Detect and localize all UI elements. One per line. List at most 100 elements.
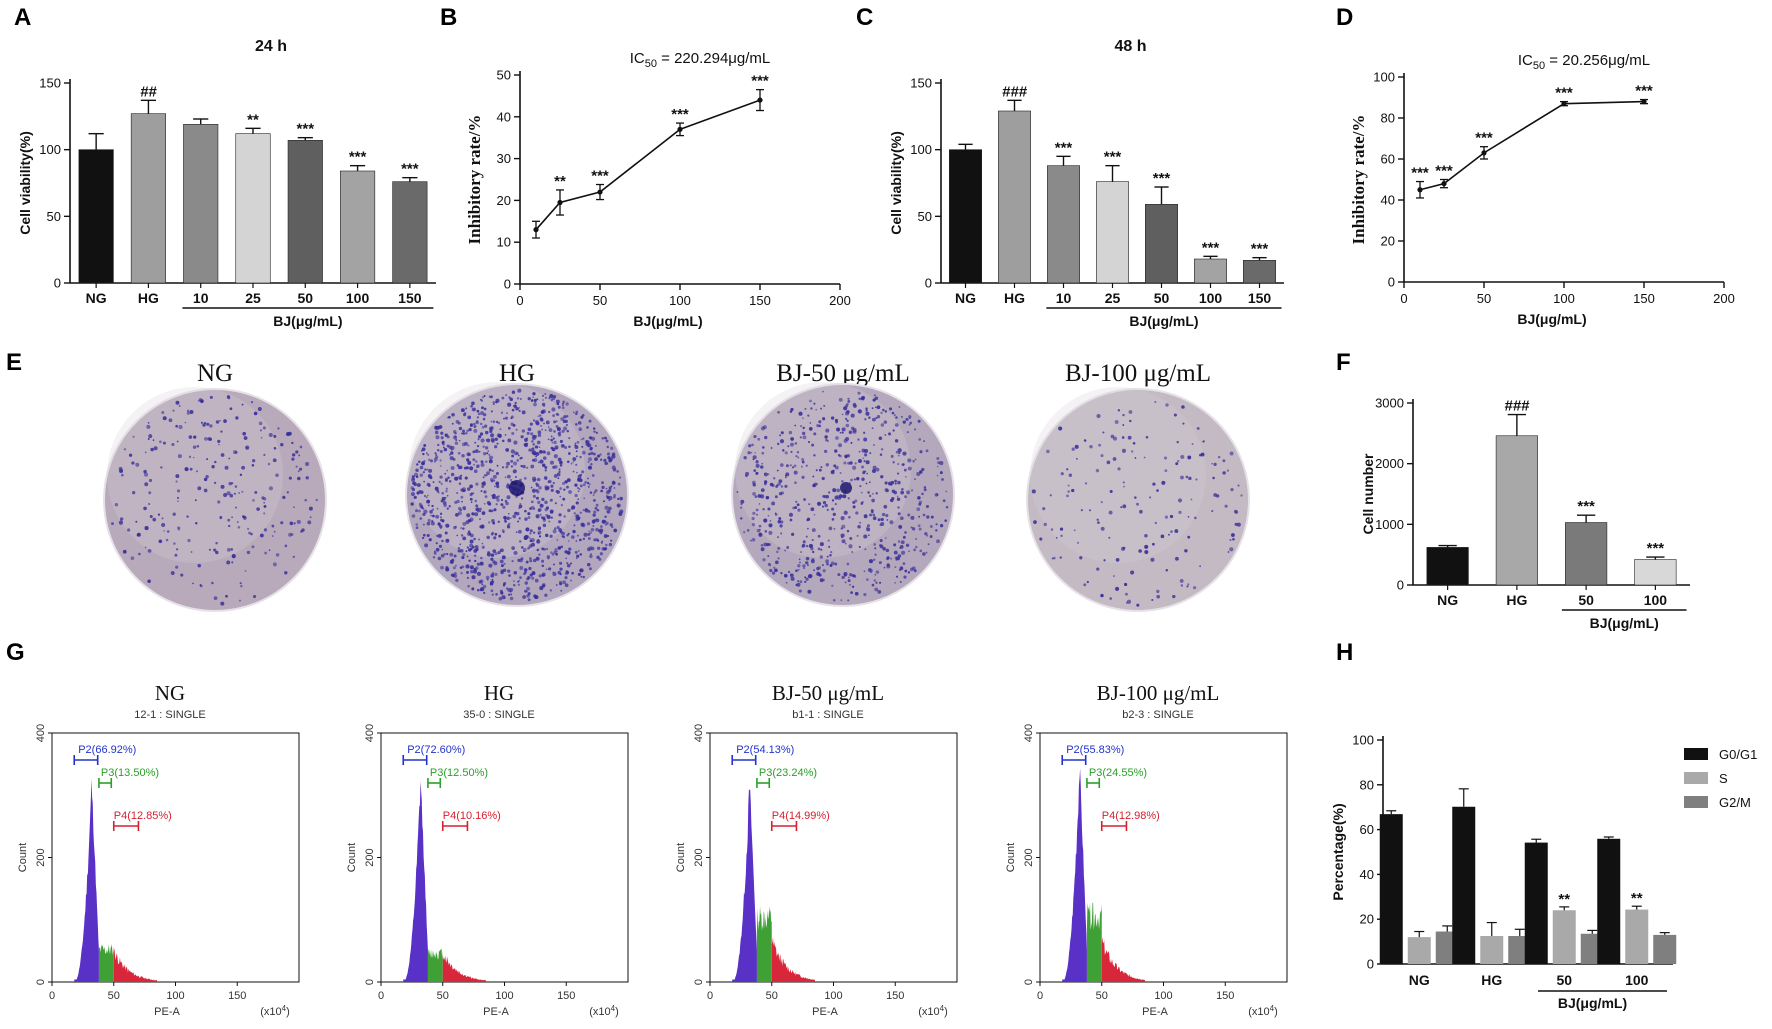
colony <box>545 420 550 425</box>
colony <box>841 575 845 579</box>
colony <box>873 444 875 446</box>
colony <box>802 564 806 568</box>
colony <box>1122 424 1125 427</box>
colony <box>175 424 178 428</box>
colony <box>526 437 528 440</box>
colony <box>460 572 463 575</box>
colony <box>575 423 578 426</box>
colony <box>581 450 586 455</box>
colony <box>1100 593 1104 598</box>
colony <box>211 581 214 585</box>
colony <box>460 527 463 530</box>
colony <box>825 428 830 433</box>
colony <box>474 559 477 563</box>
colony <box>448 504 451 507</box>
colony <box>1211 510 1214 513</box>
colony <box>427 453 430 456</box>
bar-G0/G1-50 <box>1524 842 1548 964</box>
colony <box>519 398 522 400</box>
colony <box>1172 594 1176 599</box>
colony <box>844 542 847 545</box>
colony <box>785 476 787 479</box>
colony <box>126 528 131 532</box>
colony <box>574 550 578 554</box>
colony <box>532 419 536 422</box>
colony <box>497 421 501 425</box>
significance-mark: *** <box>1647 540 1665 557</box>
colony <box>883 420 888 424</box>
colony <box>613 528 618 533</box>
colony <box>1068 473 1073 478</box>
significance-mark: *** <box>1104 149 1122 166</box>
colony <box>854 462 857 465</box>
colony <box>188 455 192 458</box>
colony <box>895 575 899 578</box>
colony <box>492 420 496 424</box>
colony <box>586 522 591 526</box>
colony <box>238 492 241 494</box>
colony <box>282 495 286 500</box>
colony <box>215 550 219 555</box>
colony <box>534 578 539 583</box>
colony <box>441 440 445 444</box>
colony <box>1120 506 1123 509</box>
colony <box>1117 409 1121 412</box>
colony <box>444 531 448 535</box>
y-axis-title: Cell viability(%) <box>17 131 33 234</box>
colony <box>568 547 572 551</box>
colony <box>410 502 414 506</box>
colony <box>539 513 542 516</box>
colony <box>1049 494 1052 497</box>
colony <box>788 512 794 517</box>
colony <box>450 466 455 471</box>
x-tick-label: 150 <box>1633 291 1655 306</box>
colony <box>756 513 758 516</box>
colony <box>462 521 467 526</box>
colony <box>263 453 266 456</box>
colony <box>241 490 244 493</box>
colony <box>760 426 766 431</box>
colony <box>517 580 520 583</box>
colony <box>1100 454 1104 458</box>
colony <box>467 530 471 533</box>
colony <box>158 440 162 444</box>
colony <box>209 395 213 399</box>
colony <box>510 417 513 420</box>
colony <box>529 557 532 560</box>
colony <box>790 437 794 441</box>
colony <box>864 418 867 421</box>
colony <box>462 536 467 541</box>
bar-25 <box>1096 181 1129 284</box>
colony <box>445 567 450 572</box>
colony <box>869 513 872 517</box>
colony <box>1199 565 1202 568</box>
colony <box>177 526 181 530</box>
colony <box>1229 451 1234 456</box>
colony <box>251 401 254 404</box>
colony <box>463 508 466 511</box>
colony <box>559 567 563 571</box>
colony <box>846 454 850 458</box>
colony <box>509 596 514 601</box>
y-tick-label: 400 <box>364 724 376 742</box>
colony <box>805 544 809 548</box>
colony <box>432 481 435 484</box>
colony <box>541 573 545 577</box>
colony <box>810 507 815 512</box>
colony <box>582 483 586 487</box>
data-point <box>597 189 603 195</box>
colony <box>451 413 455 417</box>
colony <box>762 508 765 511</box>
colony <box>449 456 454 461</box>
data-point <box>757 97 763 103</box>
colony <box>834 465 839 470</box>
colony <box>544 466 548 469</box>
colony <box>515 428 518 431</box>
colony <box>469 424 473 427</box>
colony <box>925 551 928 554</box>
colony <box>476 419 479 423</box>
colony <box>527 516 531 519</box>
legend-label: S <box>1719 771 1728 786</box>
colony <box>1067 484 1070 487</box>
colony <box>1139 509 1143 514</box>
